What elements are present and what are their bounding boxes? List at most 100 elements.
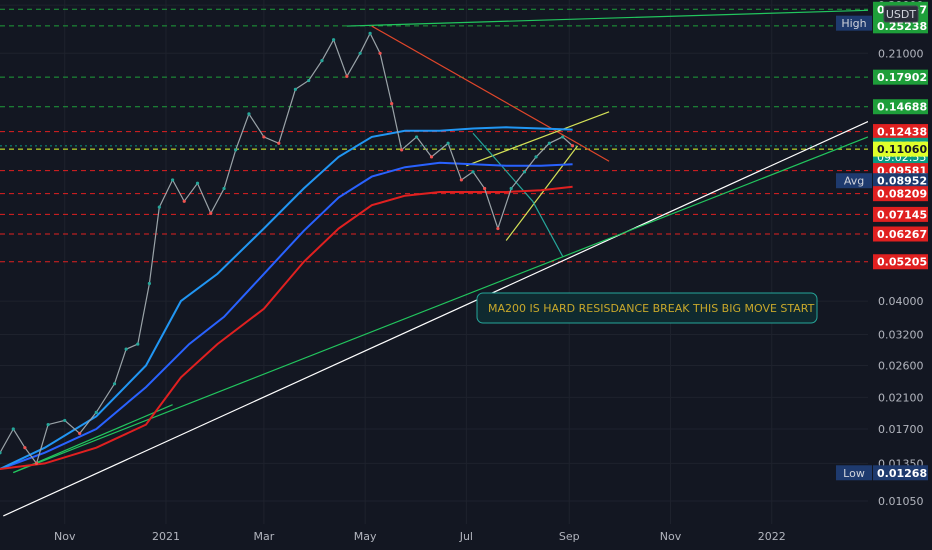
level-label-12: 0.06267 [877,228,927,241]
level-label-bg-10 [873,186,928,202]
price-point-2 [23,446,27,450]
trendline-8 [532,201,564,257]
price-point-12 [157,205,161,209]
currency-badge[interactable]: USDT [883,5,919,23]
level-label-10: 0.08209 [877,188,927,201]
price-level-labels: 0.281970.25691High0.252380.179020.146880… [836,1,928,481]
x-tick-4: Jul [459,530,473,543]
price-point-43 [561,135,565,139]
level-label-14: 0.01268 [877,467,927,480]
level-tag-14: Low [843,467,865,480]
price-point-38 [496,226,500,231]
level-label-7: 0.11060 [877,143,927,156]
y-tick-5: 0.03200 [878,328,924,341]
currency-label: USDT [886,8,917,21]
y-tick-0: 0.01050 [878,495,924,508]
x-tick-7: 2022 [758,530,786,543]
trendline-3 [13,404,173,474]
price-point-11 [147,281,151,286]
trendline-6 [505,145,579,241]
trendline-0 [3,121,869,517]
price-point-32 [414,135,419,139]
ma-line-2 [0,185,573,470]
level-tag-bg-1 [836,15,872,31]
price-point-25 [331,38,336,42]
price-point-26 [345,74,349,78]
annotation-group: MA200 IS HARD RESISDANCE BREAK THIS BIG … [476,292,818,324]
price-point-4 [46,423,50,427]
y-tick-4: 0.02600 [878,359,924,372]
price-point-17 [222,186,226,191]
price-point-1 [11,427,15,431]
level-tag-9: Avg [844,175,864,188]
price-point-14 [182,199,186,203]
price-point-5 [63,418,67,423]
price-point-9 [124,347,128,351]
price-point-39 [509,186,513,191]
price-point-10 [136,342,140,346]
level-label-bg-4 [873,99,928,115]
level-label-bg-9 [873,173,928,189]
annotation-text: MA200 IS HARD RESISDANCE BREAK THIS BIG … [488,302,815,315]
level-label-bg-14 [873,465,928,481]
price-point-15 [195,181,200,185]
x-tick-5: Sep [559,530,580,543]
annotation-box [476,292,818,324]
trendline-7 [472,132,534,202]
price-point-7 [94,410,98,414]
x-tick-0: Nov [54,530,76,543]
price-point-31 [400,148,404,152]
y-tick-7: 0.21000 [878,47,924,60]
price-point-3 [34,461,39,466]
price-point-21 [277,141,281,145]
level-label-9: 0.08952 [877,175,927,188]
price-point-29 [378,51,382,55]
level-label-4: 0.14688 [877,101,927,114]
price-point-20 [262,135,266,139]
level-label-bg-7 [873,141,928,157]
level-tag-1: High [841,17,866,30]
price-point-22 [293,87,298,91]
ma-line-0 [0,161,573,470]
level-label-13: 0.05205 [877,256,927,269]
price-point-6 [78,431,82,436]
x-tick-3: May [354,530,377,543]
price-level-lines [0,8,868,263]
y-tick-3: 0.02100 [878,391,924,404]
level-label-bg-3 [873,69,928,85]
level-label-5: 0.12438 [877,126,927,139]
price-point-35 [459,178,463,182]
level-label-3: 0.17902 [877,71,927,84]
price-point-30 [390,101,394,106]
price-point-42 [547,141,551,145]
price-point-27 [358,51,362,55]
price-point-18 [234,148,238,152]
level-tag-bg-14 [836,465,872,481]
price-point-19 [247,112,251,116]
trendline-2 [346,9,869,27]
trendline-1 [13,136,869,474]
trendlines [3,9,869,517]
price-point-36 [471,170,475,174]
price-point-33 [429,155,434,159]
price-point-41 [534,155,538,159]
moving-average-lines [0,126,573,470]
price-point-16 [209,211,213,215]
level-label-bg-13 [873,254,928,270]
ma-line-1 [0,126,573,470]
level-label-2: 0.25238 [877,20,927,33]
price-point-13 [171,178,175,182]
price-point-37 [483,186,487,191]
price-point-8 [112,382,117,386]
y-tick-2: 0.01700 [878,423,924,436]
level-tag-bg-9 [836,173,872,189]
price-point-0 [0,451,2,455]
price-point-24 [320,58,324,63]
x-tick-6: Nov [660,530,682,543]
y-tick-labels: 0.010500.013500.017000.021000.026000.032… [878,0,924,508]
trendline-5 [466,111,610,167]
price-point-34 [446,141,450,145]
price-point-23 [307,78,311,83]
x-tick-1: 2021 [152,530,180,543]
